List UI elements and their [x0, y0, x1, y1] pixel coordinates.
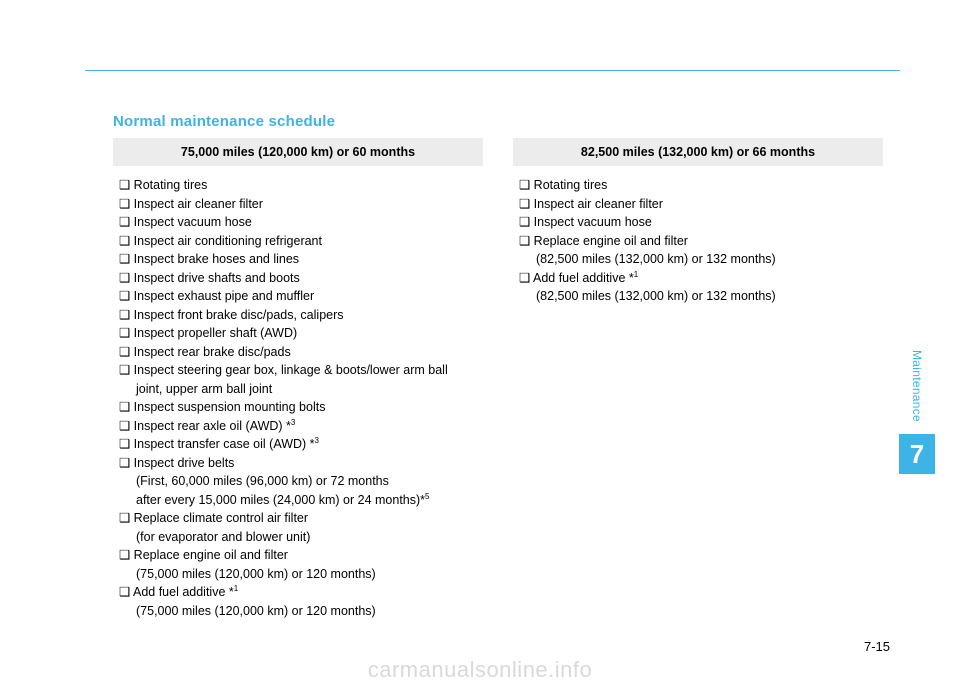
list-item: (75,000 miles (120,000 km) or 120 months… — [119, 565, 477, 584]
list-item: ❑ Inspect air conditioning refrigerant — [119, 232, 477, 251]
footnote-ref: 1 — [234, 584, 238, 593]
list-item: ❑ Inspect suspension mounting bolts — [119, 398, 477, 417]
list-item: ❑ Replace engine oil and filter — [119, 546, 477, 565]
list-item: ❑ Inspect front brake disc/pads, caliper… — [119, 306, 477, 325]
list-item: ❑ Replace climate control air filter — [119, 509, 477, 528]
list-item: ❑ Rotating tires — [519, 176, 877, 195]
section-title: Normal maintenance schedule — [113, 113, 335, 130]
columns-wrap: 75,000 miles (120,000 km) or 60 months ❑… — [113, 138, 883, 628]
column-2-body: ❑ Rotating tires❑ Inspect air cleaner fi… — [513, 166, 883, 314]
column-2: 82,500 miles (132,000 km) or 66 months ❑… — [513, 138, 883, 628]
list-item: (82,500 miles (132,000 km) or 132 months… — [519, 287, 877, 306]
list-item: joint, upper arm ball joint — [119, 380, 477, 399]
list-item: ❑ Inspect drive shafts and boots — [119, 269, 477, 288]
list-item: ❑ Inspect vacuum hose — [519, 213, 877, 232]
list-item: ❑ Inspect steering gear box, linkage & b… — [119, 361, 477, 380]
list-item: ❑ Inspect transfer case oil (AWD) *3 — [119, 435, 477, 454]
list-item: (75,000 miles (120,000 km) or 120 months… — [119, 602, 477, 621]
list-item: ❑ Inspect brake hoses and lines — [119, 250, 477, 269]
list-item: ❑ Inspect propeller shaft (AWD) — [119, 324, 477, 343]
list-item: (for evaporator and blower unit) — [119, 528, 477, 547]
column-1-body: ❑ Rotating tires❑ Inspect air cleaner fi… — [113, 166, 483, 628]
side-tab: Maintenance 7 — [899, 350, 935, 474]
column-1: 75,000 miles (120,000 km) or 60 months ❑… — [113, 138, 483, 628]
top-rule — [85, 70, 900, 71]
footnote-ref: 3 — [315, 436, 319, 445]
page-number: 7-15 — [864, 639, 890, 654]
list-item: ❑ Replace engine oil and filter — [519, 232, 877, 251]
column-1-header: 75,000 miles (120,000 km) or 60 months — [113, 138, 483, 166]
list-item: ❑ Inspect rear brake disc/pads — [119, 343, 477, 362]
watermark: carmanualsonline.info — [0, 657, 960, 683]
list-item: ❑ Add fuel additive *1 — [119, 583, 477, 602]
list-item: ❑ Inspect drive belts — [119, 454, 477, 473]
list-item: (82,500 miles (132,000 km) or 132 months… — [519, 250, 877, 269]
footnote-ref: 5 — [425, 491, 429, 500]
footnote-ref: 3 — [291, 417, 295, 426]
column-2-header: 82,500 miles (132,000 km) or 66 months — [513, 138, 883, 166]
list-item: ❑ Inspect exhaust pipe and muffler — [119, 287, 477, 306]
list-item: ❑ Inspect rear axle oil (AWD) *3 — [119, 417, 477, 436]
side-label: Maintenance — [910, 350, 924, 422]
list-item: ❑ Inspect air cleaner filter — [119, 195, 477, 214]
list-item: (First, 60,000 miles (96,000 km) or 72 m… — [119, 472, 477, 491]
list-item: ❑ Rotating tires — [119, 176, 477, 195]
list-item: ❑ Add fuel additive *1 — [519, 269, 877, 288]
list-item: ❑ Inspect vacuum hose — [119, 213, 477, 232]
footnote-ref: 1 — [634, 269, 638, 278]
chapter-number: 7 — [899, 434, 935, 474]
list-item: ❑ Inspect air cleaner filter — [519, 195, 877, 214]
list-item: after every 15,000 miles (24,000 km) or … — [119, 491, 477, 510]
